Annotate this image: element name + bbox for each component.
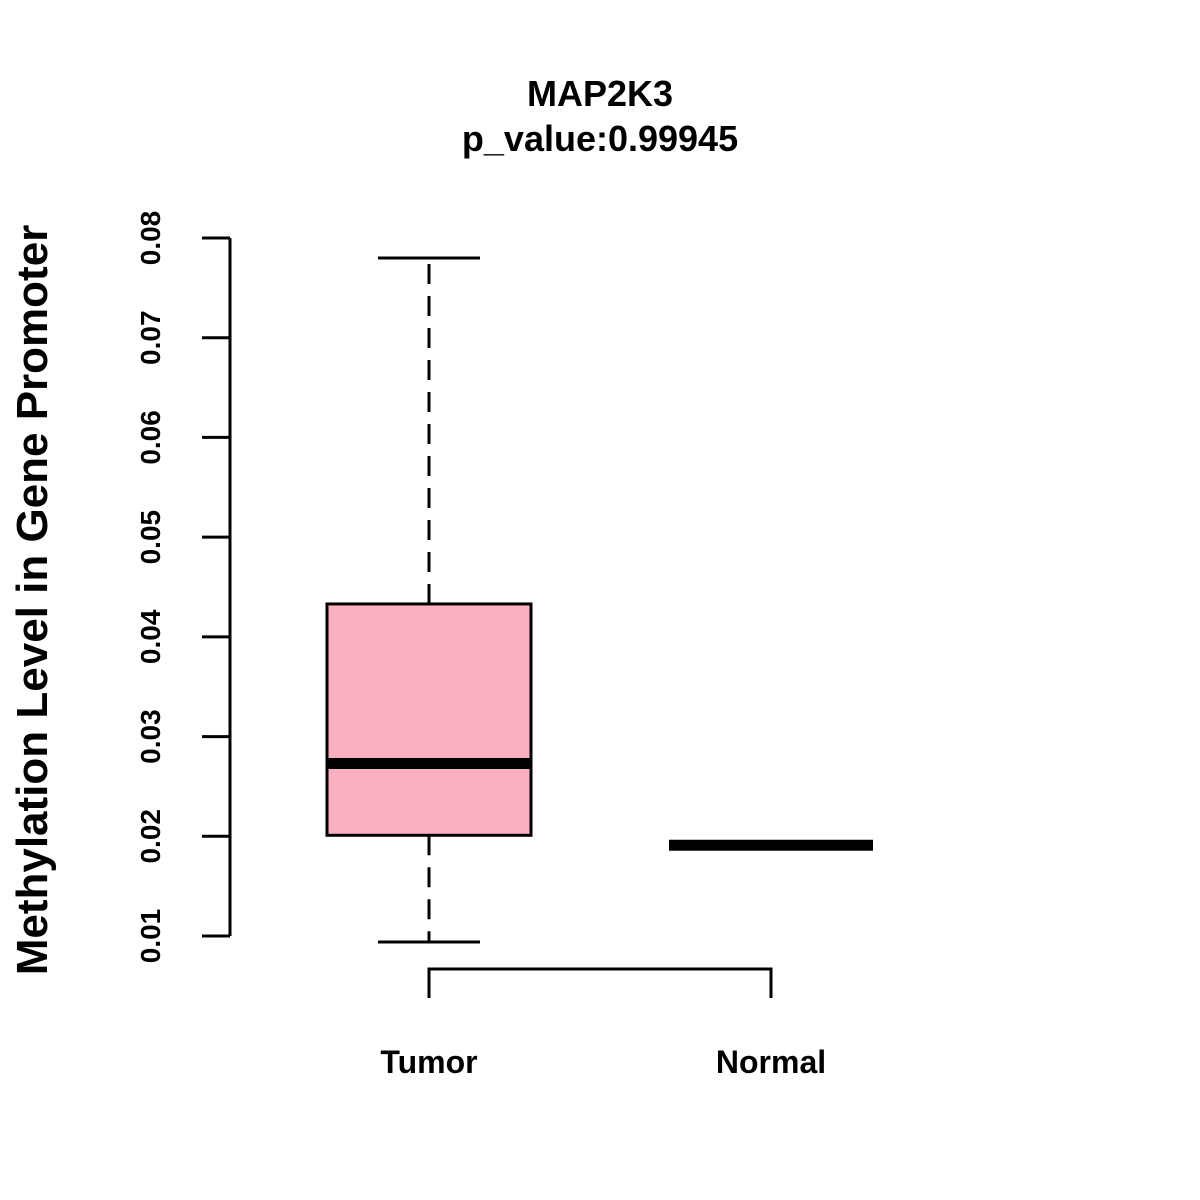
y-tick-label: 0.01 <box>135 909 166 964</box>
y-axis: 0.01 0.02 0.03 0.04 0.05 0.06 0.07 0.08 <box>135 211 232 964</box>
y-tick-label: 0.03 <box>135 709 166 764</box>
y-tick-label: 0.05 <box>135 510 166 565</box>
y-tick-label: 0.06 <box>135 410 166 465</box>
y-tick-label: 0.04 <box>135 609 166 664</box>
box-tumor <box>325 256 533 944</box>
x-category-label: Tumor <box>380 1044 477 1080</box>
y-tick-label: 0.02 <box>135 809 166 864</box>
chart-subtitle: p_value:0.99945 <box>462 118 738 159</box>
category-labels: Tumor Normal <box>380 1044 826 1080</box>
comparison-bracket <box>427 967 773 998</box>
chart-title: MAP2K3 <box>527 73 673 114</box>
x-category-label: Normal <box>716 1044 826 1080</box>
y-axis-label: Methylation Level in Gene Promoter <box>8 225 57 976</box>
bracket-line <box>427 967 773 998</box>
y-tick-label: 0.08 <box>135 211 166 266</box>
y-tick-label: 0.07 <box>135 310 166 365</box>
box-iqr <box>325 602 533 837</box>
boxes <box>325 256 873 944</box>
